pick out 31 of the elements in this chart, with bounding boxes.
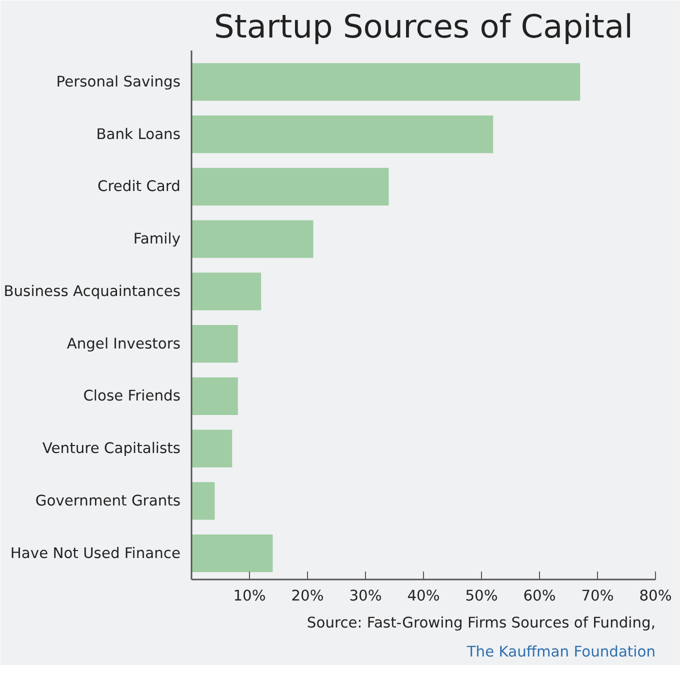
y-tick-label: Business Acquaintances (4, 282, 181, 300)
bar (192, 168, 389, 206)
x-tick-label: 70% (581, 588, 614, 604)
y-tick-label: Venture Capitalists (42, 440, 181, 458)
bar (192, 377, 238, 416)
bar (192, 272, 262, 310)
source-note: Source: Fast-Growing Firms Sources of Funding, (306, 614, 656, 632)
x-tick-label: 60% (523, 588, 556, 604)
y-tick-label: Bank Loans (96, 126, 181, 143)
x-tick-label: 20% (291, 588, 324, 604)
y-tick-label: Angel Investors (66, 335, 181, 352)
chart-title: Startup Sources of Capital (214, 8, 633, 46)
y-tick-label: Family (133, 230, 181, 248)
x-tick-label: 40% (407, 588, 440, 604)
bar (192, 482, 215, 520)
bar (192, 534, 273, 572)
bar (192, 220, 314, 258)
bar (192, 430, 232, 468)
x-tick-label: 80% (639, 588, 672, 604)
y-tick-label: Personal Savings (56, 73, 181, 90)
bar (192, 63, 580, 101)
y-tick-label: Credit Card (97, 178, 181, 196)
x-tick-label: 30% (349, 588, 382, 604)
x-tick-label: 10% (233, 588, 266, 604)
text: The Kauffman Foundation (466, 644, 656, 660)
bar (192, 324, 238, 363)
y-tick-label: Close Friends (83, 388, 181, 405)
y-tick-label: Government Grants (35, 492, 181, 510)
bar (192, 115, 494, 154)
x-tick-label: 50% (465, 588, 498, 604)
y-tick-label: Have Not Used Finance (10, 544, 181, 562)
